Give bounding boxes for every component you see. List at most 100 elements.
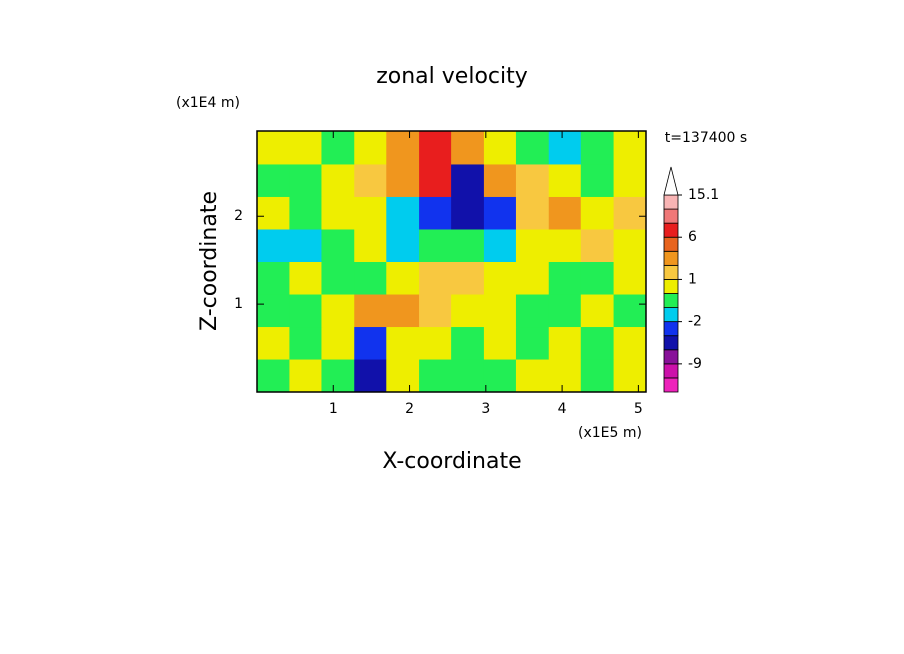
- contour-cell: [289, 294, 323, 328]
- x-tick-label: 2: [405, 401, 414, 417]
- contour-cell: [419, 261, 453, 295]
- contour-cell: [613, 196, 646, 230]
- contour-cell: [354, 228, 388, 262]
- contour-cell: [354, 196, 388, 230]
- contour-cell: [451, 294, 485, 328]
- contour-cell: [548, 261, 583, 295]
- contour-cell: [419, 196, 453, 230]
- contour-cell: [451, 326, 485, 360]
- contour-cell: [354, 359, 388, 392]
- contour-cell: [580, 228, 615, 262]
- contour-cell: [257, 294, 290, 328]
- contour-cell: [289, 228, 323, 262]
- contour-cell: [613, 163, 646, 197]
- contour-cell: [483, 294, 518, 328]
- colorbar-tick-label: 6: [688, 229, 697, 245]
- contour-cell: [483, 163, 518, 197]
- contour-cell: [321, 131, 355, 165]
- contour-cell: [386, 326, 420, 360]
- contour-cell: [580, 163, 615, 197]
- contour-cell: [483, 326, 518, 360]
- contour-cell: [580, 131, 615, 165]
- contour-cell: [321, 163, 355, 197]
- contour-cell: [354, 261, 388, 295]
- x-axis-title: X-coordinate: [382, 449, 521, 474]
- contour-cell: [613, 359, 646, 392]
- y-unit: (x1E4 m): [176, 95, 240, 111]
- contour-cell: [321, 196, 355, 230]
- contour-cell: [419, 163, 453, 197]
- x-unit: (x1E5 m): [578, 425, 642, 441]
- contour-cell: [419, 131, 453, 165]
- contour-cell: [548, 131, 583, 165]
- contour-cell: [483, 359, 518, 392]
- contour-cell: [515, 261, 550, 295]
- contour-cell: [515, 163, 550, 197]
- contour-cell: [548, 294, 583, 328]
- contour-cell: [613, 294, 646, 328]
- contour-cell: [386, 196, 420, 230]
- colorbar-tick-label: 15.1: [688, 187, 719, 203]
- contour-cell: [386, 131, 420, 165]
- contour-cell: [548, 163, 583, 197]
- contour-cell: [451, 196, 485, 230]
- colorbar-band: [663, 321, 679, 337]
- contour-cell: [548, 326, 583, 360]
- contour-cell: [257, 261, 290, 295]
- contour-cell: [483, 196, 518, 230]
- contour-cell: [289, 326, 323, 360]
- contour-cell: [483, 261, 518, 295]
- colorbar-tick-label: -9: [688, 356, 702, 372]
- contour-cell: [289, 261, 323, 295]
- contour-cell: [386, 163, 420, 197]
- contour-cell: [257, 163, 290, 197]
- colorbar-extend: [663, 166, 679, 196]
- colorbar-band: [663, 264, 679, 280]
- contour-cell: [613, 326, 646, 360]
- x-tick-label: 4: [558, 401, 567, 417]
- contour-cell: [451, 163, 485, 197]
- contour-cell: [321, 294, 355, 328]
- y-tick-label: 2: [234, 208, 243, 224]
- colorbar-band: [663, 279, 679, 294]
- contour-cell: [321, 326, 355, 360]
- contour-cell: [289, 359, 323, 392]
- contour-cell: [257, 228, 290, 262]
- x-tick-label: 3: [481, 401, 490, 417]
- contour-cell: [515, 228, 550, 262]
- contour-cell: [483, 131, 518, 165]
- contour-cell: [515, 294, 550, 328]
- colorbar-tick-label: 1: [688, 271, 697, 287]
- contour-cell: [321, 359, 355, 392]
- contour-cell: [548, 228, 583, 262]
- contour-cell: [613, 131, 646, 165]
- colorbar-band: [663, 335, 679, 351]
- contour-cell: [354, 131, 388, 165]
- contour-cell: [257, 326, 290, 360]
- colorbar-band: [663, 349, 679, 365]
- contour-cell: [419, 359, 453, 392]
- contour-cell: [257, 359, 290, 392]
- contour-cell: [548, 196, 583, 230]
- contour-cell: [580, 261, 615, 295]
- contour-cell: [451, 359, 485, 392]
- contour-cell: [289, 163, 323, 197]
- colorbar-band: [663, 236, 679, 252]
- colorbar-band: [663, 194, 679, 210]
- x-tick-label: 5: [634, 401, 643, 417]
- contour-cell: [515, 359, 550, 392]
- colorbar-band: [663, 222, 679, 238]
- contour-cell: [548, 359, 583, 392]
- colorbar-tick-label: -2: [688, 314, 702, 330]
- contour-cell: [386, 359, 420, 392]
- colorbar-band: [663, 293, 679, 308]
- contour-cell: [419, 326, 453, 360]
- contour-cell: [515, 326, 550, 360]
- contour-cell: [386, 294, 420, 328]
- contour-cell: [386, 261, 420, 295]
- contour-cell: [289, 196, 323, 230]
- contour-cell: [483, 228, 518, 262]
- time-label: t=137400 s: [665, 130, 747, 146]
- contour-cell: [257, 131, 290, 165]
